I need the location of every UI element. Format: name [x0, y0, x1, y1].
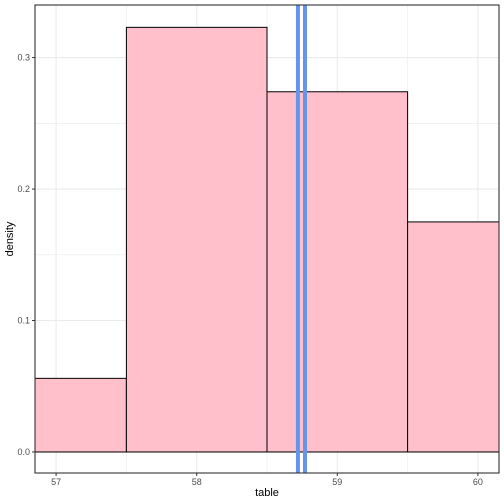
x-tick-label: 60	[473, 477, 483, 487]
panel-border	[34, 4, 500, 474]
y-tick-label: 0.1	[17, 316, 30, 326]
histogram-bar	[34, 377, 127, 453]
y-axis-ticks: 0.0 0.1 0.2 0.3	[17, 53, 35, 457]
x-axis-ticks: 57 58 59 60	[51, 473, 483, 487]
y-tick-label: 0.3	[17, 53, 30, 63]
histogram-bar	[407, 221, 500, 453]
x-tick-label: 58	[192, 477, 202, 487]
x-axis-title: table	[255, 487, 279, 499]
reference-lines	[295, 5, 307, 473]
x-tick-label: 59	[332, 477, 342, 487]
histogram-bar	[125, 26, 268, 453]
y-tick-label: 0.2	[17, 184, 30, 194]
histogram-bars	[34, 26, 500, 453]
histogram-bar	[266, 91, 409, 453]
x-tick-label: 57	[51, 477, 61, 487]
y-axis-title: density	[4, 221, 16, 256]
y-tick-label: 0.0	[17, 447, 30, 457]
